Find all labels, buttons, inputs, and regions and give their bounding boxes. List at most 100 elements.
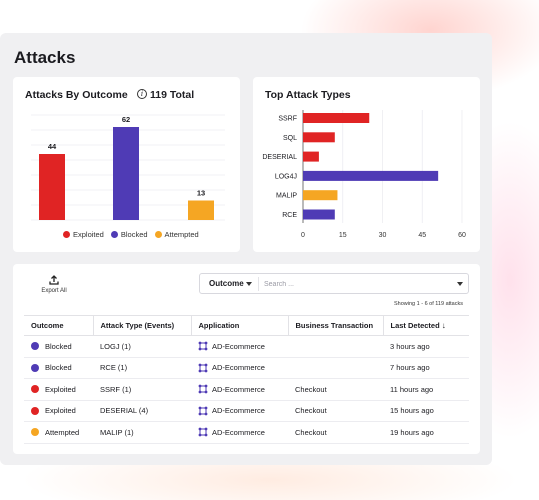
legend-label: Exploited	[73, 230, 104, 239]
bar-sql[interactable]	[303, 132, 335, 143]
application-cell: AD-Ecommerce	[191, 335, 288, 358]
results-count: Showing 1 - 6 of 119 attacks	[394, 301, 463, 307]
y-tick-label: SSRF	[278, 116, 297, 123]
table-row[interactable]: Exploited SSRF (1) AD-Ecommerce Checkout 11 …	[24, 378, 469, 401]
bar-log4j[interactable]	[303, 170, 439, 181]
status-dot	[31, 363, 39, 372]
attack-type-cell: RCE (1)	[93, 357, 191, 379]
y-tick-label: DESERIAL	[262, 154, 297, 161]
legend-item: Exploited	[63, 230, 104, 239]
bar-deserial[interactable]	[303, 151, 319, 162]
x-tick-label: 0	[301, 232, 305, 239]
outcome-cell: Exploited	[24, 400, 93, 422]
legend-item: Attempted	[154, 230, 199, 239]
x-tick-label: 15	[339, 232, 347, 239]
outcome-cell: Exploited	[24, 378, 93, 401]
status-dot	[31, 428, 39, 437]
info-icon[interactable]: i	[137, 89, 147, 99]
attack-types-bar-chart: 0 15 30 45 60 SSRF SQL DESERIAL LOG4J MALIP RCE	[262, 110, 466, 239]
y-tick-label: RCE	[282, 212, 297, 219]
column-header-attack-type[interactable]: Attack Type (Events)	[92, 315, 191, 336]
application-link[interactable]: AD-Ecommerce	[212, 363, 265, 373]
legend-label: Attempted	[164, 230, 199, 239]
bar-exploited[interactable]	[39, 154, 65, 220]
business-transaction-cell	[288, 335, 383, 358]
attacks-table: Outcome Attack Type (Events) Application…	[24, 315, 469, 444]
filter-bar: Outcome	[199, 273, 469, 294]
bar-ssrf[interactable]	[303, 113, 370, 123]
chevron-down-icon[interactable]	[457, 282, 463, 286]
application-icon	[198, 406, 208, 416]
y-tick-label: MALIP	[276, 193, 297, 200]
bar-blocked[interactable]	[113, 127, 139, 220]
column-header-outcome[interactable]: Outcome	[24, 315, 93, 336]
legend-dot	[110, 231, 118, 238]
status-dot	[31, 342, 39, 351]
last-detected-cell: 11 hours ago	[383, 378, 469, 401]
last-detected-cell: 3 hours ago	[383, 335, 469, 358]
outcome-cell: Attempted	[24, 421, 93, 444]
outcome-text: Exploited	[45, 406, 76, 416]
export-label: Export All	[41, 288, 67, 294]
application-link[interactable]: AD-Ecommerce	[212, 341, 265, 351]
business-transaction-cell: Checkout	[288, 378, 383, 401]
application-icon	[198, 341, 208, 351]
table-row[interactable]: Exploited DESERIAL (4) AD-Ecommerce Checkou…	[24, 400, 469, 422]
chevron-down-icon	[246, 282, 252, 286]
attack-type-cell: SSRF (1)	[93, 378, 191, 401]
application-cell: AD-Ecommerce	[191, 378, 288, 401]
table-row[interactable]: Blocked RCE (1) AD-Ecommerce 7 hours ago	[24, 357, 469, 379]
application-link[interactable]: AD-Ecommerce	[212, 427, 265, 437]
data-label: 13	[197, 189, 205, 198]
x-tick-label: 45	[418, 232, 426, 239]
column-header-application[interactable]: Application	[190, 315, 288, 336]
table-row[interactable]: Blocked LOGJ (1) AD-Ecommerce 3 hours ago	[24, 335, 469, 358]
filter-divider	[258, 277, 259, 291]
total-count: 119 Total	[150, 89, 195, 101]
outcome-text: Attempted	[45, 427, 80, 437]
export-all-button[interactable]: Export All	[38, 274, 70, 294]
outcome-filter-dropdown[interactable]: Outcome	[209, 279, 244, 288]
last-detected-label: Last Detected	[390, 321, 440, 330]
last-detected-cell: 19 hours ago	[383, 421, 469, 444]
legend-dot	[154, 231, 162, 238]
table-row[interactable]: Attempted MALIP (1) AD-Ecommerce Checkout 19…	[24, 421, 469, 444]
last-detected-cell: 7 hours ago	[383, 357, 469, 379]
application-icon	[198, 363, 208, 373]
last-detected-cell: 15 hours ago	[383, 400, 469, 422]
top-attack-types-card: Top Attack Types 0 15 30 45 60 SSRF SQL DESERIA…	[253, 77, 480, 252]
attacks-by-outcome-card: Attacks By Outcome i 119 Total 44 62 13 Ex…	[13, 77, 240, 252]
bar-rce[interactable]	[303, 209, 335, 220]
column-header-business-transaction[interactable]: Business Transaction	[287, 315, 383, 336]
application-link[interactable]: AD-Ecommerce	[212, 384, 265, 394]
outcome-text: Blocked	[45, 341, 72, 351]
data-label: 62	[122, 115, 130, 124]
y-tick-label: LOG4J	[275, 173, 297, 180]
data-label: 44	[48, 142, 57, 151]
types-card-title: Top Attack Types	[265, 89, 351, 101]
status-dot	[31, 406, 39, 415]
legend-label: Blocked	[120, 230, 148, 239]
bar-attempted[interactable]	[188, 200, 214, 221]
status-dot	[31, 385, 39, 394]
bar-malip[interactable]	[303, 190, 338, 201]
business-transaction-cell: Checkout	[288, 400, 383, 422]
outcome-cell: Blocked	[24, 357, 93, 379]
application-cell: AD-Ecommerce	[191, 400, 288, 422]
outcome-cell: Blocked	[24, 335, 93, 358]
outcome-text: Blocked	[45, 363, 72, 373]
outcome-bar-chart: 44 62 13	[31, 114, 225, 221]
business-transaction-cell	[288, 357, 383, 379]
application-icon	[198, 384, 208, 394]
search-input[interactable]	[264, 277, 444, 291]
attack-type-cell: DESERIAL (4)	[93, 400, 191, 422]
x-tick-label: 30	[379, 232, 387, 239]
application-link[interactable]: AD-Ecommerce	[212, 406, 265, 416]
column-header-last-detected[interactable]: Last Detected ↓	[382, 315, 469, 336]
attacks-table-card: Export All Outcome Showing 1 - 6 of 119 …	[13, 264, 480, 454]
application-cell: AD-Ecommerce	[191, 357, 288, 379]
page-title: Attacks	[14, 48, 76, 67]
sort-down-icon[interactable]: ↓	[441, 321, 446, 330]
outcome-legend: Exploited Blocked Attempted	[63, 230, 199, 239]
y-tick-label: SQL	[283, 135, 297, 142]
